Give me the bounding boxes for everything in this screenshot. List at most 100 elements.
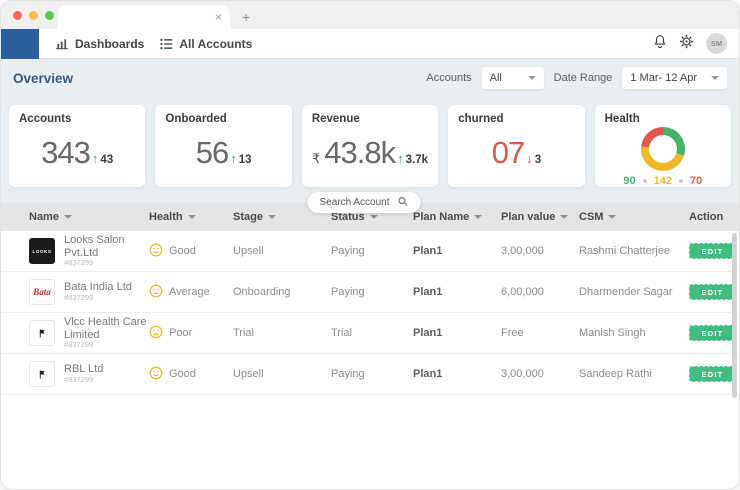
plan-value-cell: 6,00,000 <box>501 286 544 298</box>
account-id: #837299 <box>64 340 94 350</box>
sort-caret-icon <box>474 215 483 219</box>
kpi-delta: 13 <box>238 154 252 166</box>
plan-name-cell: Plan1 <box>413 327 443 339</box>
company-logo-rbl <box>29 361 55 387</box>
legend-separator-dot <box>642 179 647 183</box>
kpi-card-churned: churned 07 ↓ 3 <box>448 105 585 187</box>
column-header-plan-value[interactable]: Plan value <box>501 211 579 223</box>
stage-cell: Upsell <box>233 368 264 380</box>
brand-logo[interactable] <box>1 28 39 59</box>
window-controls <box>13 11 54 20</box>
health-label: Good <box>169 245 196 257</box>
chevron-down-icon <box>711 76 719 80</box>
kpi-card-accounts: Accounts 343 ↑ 43 <box>9 105 146 187</box>
date-range-label: Date Range <box>553 72 613 84</box>
kpi-label: Health <box>604 113 640 125</box>
kpi-value: 56 <box>195 135 229 170</box>
plan-name-cell: Plan1 <box>413 286 443 298</box>
plan-name-cell: Plan1 <box>413 368 443 380</box>
status-cell: Paying <box>331 368 365 380</box>
search-account-input[interactable]: Search Account <box>307 192 421 213</box>
kpi-label: Onboarded <box>165 113 227 125</box>
edit-button[interactable]: EDIT <box>689 243 736 259</box>
account-name: RBL Ltd <box>64 363 104 376</box>
kpi-value: 07 <box>491 135 525 170</box>
edit-button[interactable]: EDIT <box>689 284 736 300</box>
legend-value-average: 142 <box>653 175 672 187</box>
column-header-csm[interactable]: CSM <box>579 211 689 223</box>
kpi-value: 43.8k <box>324 135 396 170</box>
table-row: LOOKS Looks Salon Pvt.Ltd #837299 Good U… <box>1 231 739 272</box>
column-header-status[interactable]: Status <box>331 211 413 223</box>
kpi-delta: 3.7k <box>405 154 429 166</box>
browser-tab[interactable]: × <box>58 5 230 29</box>
column-header-health[interactable]: Health <box>149 211 233 223</box>
sort-caret-icon <box>267 215 276 219</box>
date-range-select[interactable]: 1 Mar- 12 Apr <box>622 67 727 89</box>
health-label: Good <box>169 368 196 380</box>
dashboards-icon <box>55 38 69 50</box>
plan-name-cell: Plan1 <box>413 245 443 257</box>
sort-caret-icon <box>63 215 72 219</box>
trend-up-icon: ↑ <box>230 151 237 166</box>
kpi-cards: Accounts 343 ↑ 43 Onboarded 56 ↑ 13 Reve… <box>1 97 739 203</box>
company-logo-bata: Bata <box>29 279 55 305</box>
kpi-value: 343 <box>41 135 91 170</box>
table-row: RBL Ltd #837299 Good Upsell Paying Plan1… <box>1 354 739 395</box>
health-label: Poor <box>169 327 193 339</box>
status-cell: Paying <box>331 286 365 298</box>
csm-cell: Manish Singh <box>579 327 646 339</box>
csm-cell: Rashmi Chatterjee <box>579 245 671 257</box>
kpi-card-revenue: Revenue ₹ 43.8k ↑ 3.7k <box>301 105 439 187</box>
plan-value-cell: Free <box>501 327 524 339</box>
column-header-name[interactable]: Name <box>29 211 149 223</box>
legend-value-good: 90 <box>623 175 636 187</box>
stage-cell: Onboarding <box>233 286 291 298</box>
kpi-label: Revenue <box>311 113 360 125</box>
accounts-filter-select[interactable]: All <box>481 67 544 89</box>
kpi-card-onboarded: Onboarded 56 ↑ 13 <box>155 105 292 187</box>
account-name: Bata India Ltd <box>64 281 132 294</box>
column-header-action: Action <box>689 211 724 223</box>
kpi-card-health: Health 90 142 70 <box>594 105 732 187</box>
user-avatar[interactable]: SM <box>706 33 727 54</box>
zoom-window-button[interactable] <box>45 11 54 20</box>
overview-section: Overview Accounts All Date Range 1 Mar- … <box>1 59 739 203</box>
table-row: Vlcc Health Care Limited #837299 Poor Tr… <box>1 313 739 354</box>
scrollbar-thumb[interactable] <box>732 233 737 398</box>
health-label: Average <box>169 286 210 298</box>
csm-cell: Dharmender Sagar <box>579 286 673 298</box>
nav-item-dashboards[interactable]: Dashboards <box>55 37 144 51</box>
edit-button[interactable]: EDIT <box>689 325 736 341</box>
trend-up-icon: ↑ <box>91 151 99 166</box>
company-logo-vlcc <box>29 320 55 346</box>
nav-item-all-accounts[interactable]: All Accounts <box>160 37 252 51</box>
column-header-stage[interactable]: Stage <box>233 211 331 223</box>
new-tab-button[interactable]: + <box>242 9 251 25</box>
date-range-value: 1 Mar- 12 Apr <box>630 72 697 84</box>
health-face-icon <box>149 325 163 342</box>
close-tab-icon[interactable]: × <box>214 10 222 24</box>
list-icon <box>160 38 173 50</box>
status-cell: Trial <box>331 327 352 339</box>
account-name: Looks Salon Pvt.Ltd <box>64 234 125 259</box>
health-donut-chart <box>640 127 685 171</box>
column-header-plan-name[interactable]: Plan Name <box>413 211 501 223</box>
legend-separator-dot <box>679 179 683 183</box>
company-logo-looks: LOOKS <box>29 238 55 264</box>
stage-cell: Trial <box>233 327 254 339</box>
search-label: Search Account <box>319 197 390 208</box>
trend-down-icon: ↓ <box>526 151 533 166</box>
notifications-bell-icon[interactable] <box>653 34 667 54</box>
chevron-down-icon <box>527 76 536 80</box>
nav-item-label: Dashboards <box>75 36 145 51</box>
edit-button[interactable]: EDIT <box>689 366 736 382</box>
table-row: Bata Bata India Ltd #837299 Average Onbo… <box>1 272 739 313</box>
settings-gear-icon[interactable] <box>679 34 694 54</box>
close-window-button[interactable] <box>13 11 22 20</box>
minimize-window-button[interactable] <box>29 11 38 20</box>
accounts-filter-value: All <box>489 72 502 84</box>
accounts-filter-label: Accounts <box>426 72 472 84</box>
sort-caret-icon <box>369 215 378 219</box>
